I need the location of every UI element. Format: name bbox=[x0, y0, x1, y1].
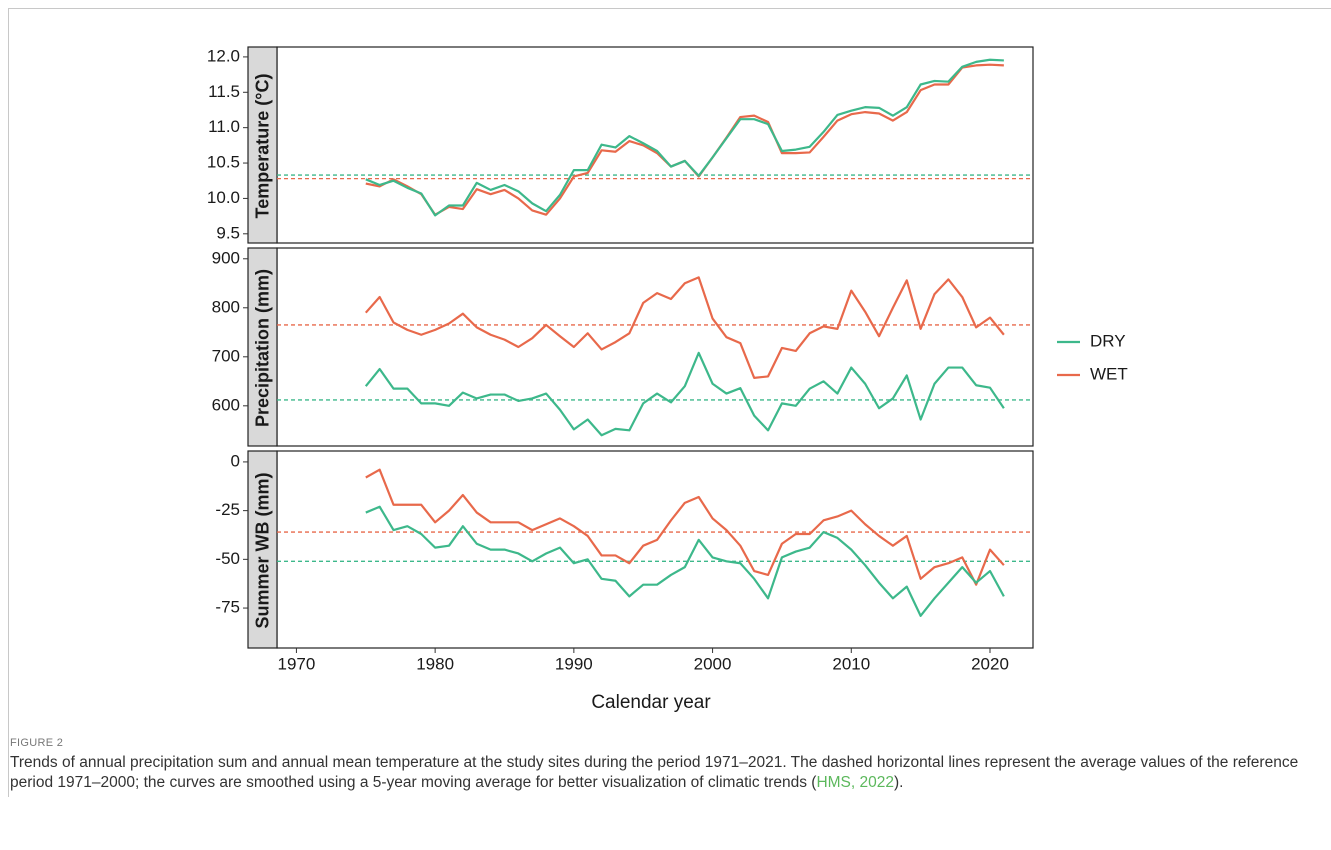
y-tick-label: -25 bbox=[215, 500, 240, 519]
panel bbox=[276, 46, 1034, 244]
x-tick-label: 1980 bbox=[416, 654, 454, 673]
y-axis-label: Precipitation (mm) bbox=[252, 269, 272, 427]
y-axis-label: Temperature (°C) bbox=[252, 74, 272, 219]
x-tick-label: 1990 bbox=[555, 654, 593, 673]
caption-text: Trends of annual precipitation sum and a… bbox=[10, 754, 1299, 791]
series-line bbox=[365, 505, 1005, 617]
y-tick-label: -75 bbox=[215, 598, 240, 617]
legend-label: WET bbox=[1090, 364, 1128, 383]
x-tick-label: 2020 bbox=[971, 654, 1009, 673]
x-axis-label: Calendar year bbox=[591, 692, 711, 713]
series-line bbox=[364, 276, 1005, 379]
figure-caption: Trends of annual precipitation sum and a… bbox=[10, 753, 1320, 793]
y-tick-label: 10.0 bbox=[207, 188, 240, 207]
chart: Temperature (°C) 9.5 10.0 10.5 11.0 11.5 12.0 P… bbox=[207, 46, 1128, 713]
y-tick-label: 10.5 bbox=[207, 153, 240, 172]
caption-text: ). bbox=[894, 774, 904, 791]
figure-frame bbox=[8, 8, 1331, 797]
y-axis-label: Summer WB (mm) bbox=[252, 472, 272, 628]
series-line bbox=[365, 468, 1005, 586]
series-line bbox=[365, 58, 1004, 217]
series-line bbox=[364, 351, 1005, 437]
facet-strip bbox=[247, 247, 278, 447]
x-tick-label: 1970 bbox=[278, 654, 316, 673]
y-tick-label: 9.5 bbox=[216, 223, 240, 242]
y-tick-label: -50 bbox=[215, 549, 240, 568]
x-tick-label: 2010 bbox=[832, 654, 870, 673]
y-tick-label: 600 bbox=[212, 395, 240, 414]
y-tick-label: 900 bbox=[212, 248, 240, 267]
figure-label: FIGURE 2 bbox=[10, 737, 64, 749]
y-tick-label: 11.5 bbox=[208, 82, 240, 101]
facet-strip bbox=[247, 46, 278, 244]
y-tick-label: 11.0 bbox=[208, 117, 240, 136]
y-tick-label: 800 bbox=[212, 297, 240, 316]
y-tick-label: 0 bbox=[231, 451, 240, 470]
facet-strip bbox=[247, 450, 278, 649]
legend-label: DRY bbox=[1090, 331, 1126, 350]
y-tick-label: 700 bbox=[212, 346, 240, 365]
panel bbox=[276, 450, 1034, 649]
caption-link[interactable]: HMS, 2022 bbox=[816, 774, 894, 791]
x-tick-label: 2000 bbox=[694, 654, 732, 673]
y-tick-label: 12.0 bbox=[207, 46, 240, 65]
